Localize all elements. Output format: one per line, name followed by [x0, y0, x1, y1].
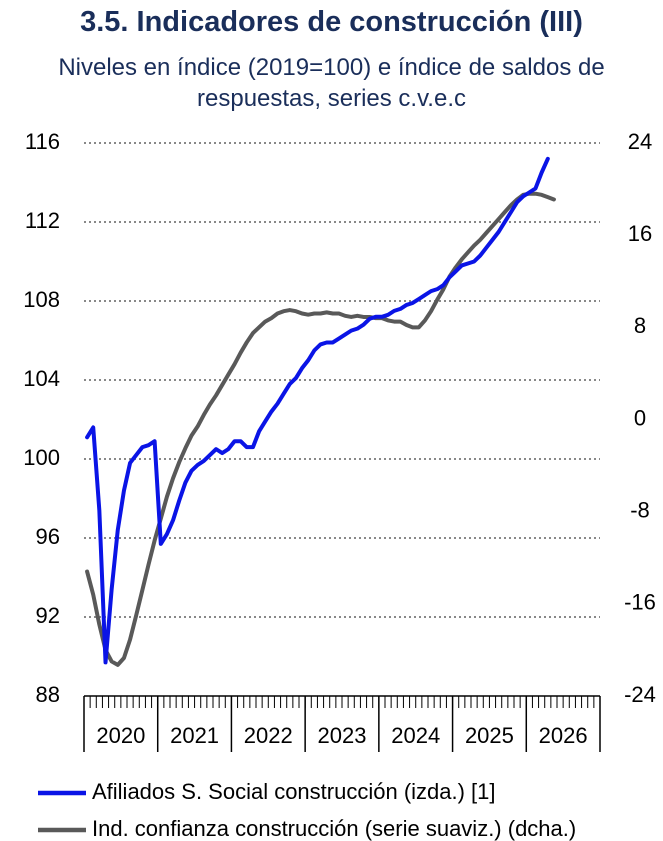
y-tick-label: 100 — [23, 445, 60, 470]
legend-label: Ind. confianza construcción (serie suavi… — [92, 816, 576, 841]
x-tick-label: 2025 — [465, 723, 514, 748]
y2-tick-label: -24 — [624, 682, 656, 707]
chart-subtitle: Niveles en índice (2019=100) e índice de… — [58, 54, 605, 112]
x-tick-label: 2024 — [391, 723, 440, 748]
y-tick-label: 96 — [36, 524, 60, 549]
series-line — [85, 156, 550, 665]
y2-tick-label: 16 — [628, 221, 652, 246]
y-tick-label: 104 — [23, 366, 60, 391]
x-tick-label: 2020 — [96, 723, 145, 748]
y-tick-label: 92 — [36, 603, 60, 628]
series-line — [85, 191, 556, 667]
y2-tick-label: -8 — [630, 497, 650, 522]
y2-tick-label: -16 — [624, 590, 656, 615]
x-tick-label: 2023 — [318, 723, 367, 748]
chart-title: 3.5. Indicadores de construcción (III) — [80, 6, 583, 38]
y-tick-label: 108 — [23, 287, 60, 312]
y2-tick-label: 0 — [634, 405, 646, 430]
y2-tick-label: 8 — [634, 313, 646, 338]
x-tick-label: 2022 — [244, 723, 293, 748]
x-tick-label: 2021 — [170, 723, 219, 748]
y-tick-label: 112 — [25, 208, 60, 233]
x-tick-label: 2026 — [539, 723, 588, 748]
y-tick-label: 88 — [36, 682, 60, 707]
y-tick-label: 116 — [25, 129, 60, 154]
y2-tick-label: 24 — [628, 129, 652, 154]
legend-label: Afiliados S. Social construcción (izda.)… — [92, 779, 496, 804]
